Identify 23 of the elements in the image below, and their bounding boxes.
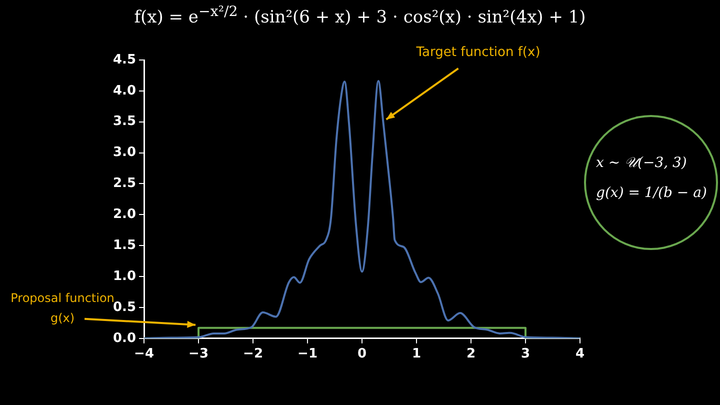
chart-title: f(x) = e$^{−x²/2}$ · (sin²(6 + x) + 3 · cos²(x) · sin²(4x) + 1) xyxy=(133,4,587,28)
y-tick-label: 4.0 xyxy=(113,83,136,98)
y-tick-label: 1.0 xyxy=(113,268,136,284)
x-tick-label: −2 xyxy=(243,346,263,362)
x-tick-label: 0 xyxy=(357,346,367,362)
y-tick-label: 0.5 xyxy=(113,300,136,315)
y-tick-label: 1.5 xyxy=(113,238,136,253)
annotation: Target function f(x) xyxy=(415,44,540,60)
ellipse-outline: x ~ 𝒰(−3, 3) g(x) = 1/(b − a) xyxy=(584,115,718,250)
x-tick-label: 4 xyxy=(575,346,585,362)
x-tick-label: −1 xyxy=(298,346,318,362)
y-tick-label: 2.5 xyxy=(113,176,136,192)
y-tick-label: 4.5 xyxy=(113,52,136,68)
x-tick-label: 2 xyxy=(466,346,476,362)
x-tick-label: −3 xyxy=(188,346,208,362)
y-tick-label: 3.5 xyxy=(113,114,136,130)
annotation: Proposal function g(x) xyxy=(10,291,114,326)
x-tick-label: −4 xyxy=(134,346,154,362)
y-tick-label: 2.0 xyxy=(113,207,136,222)
x-tick-label: 3 xyxy=(520,346,530,362)
y-tick-label: 0.0 xyxy=(113,330,136,346)
x-tick-label: 1 xyxy=(412,346,422,362)
y-tick-label: 3.0 xyxy=(113,145,136,160)
